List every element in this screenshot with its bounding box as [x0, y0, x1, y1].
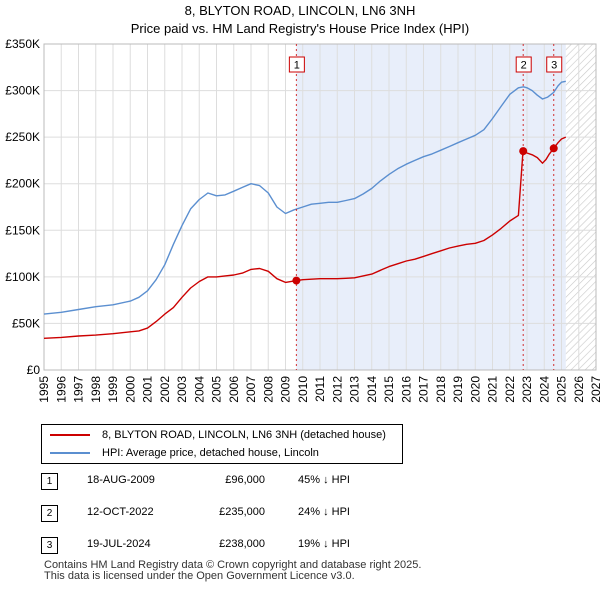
x-tick-label: 2006: [227, 376, 241, 403]
transaction-price: £238,000: [219, 538, 265, 550]
x-tick-label: 2019: [451, 376, 465, 403]
x-tick-label: 2000: [123, 376, 137, 403]
x-tick-label: 2014: [365, 376, 379, 403]
x-tick-label: 1996: [54, 376, 68, 403]
x-tick-label: 2010: [296, 376, 310, 403]
transaction-price: £235,000: [219, 506, 265, 518]
x-tick-label: 1999: [106, 376, 120, 403]
x-tick-label: 2002: [158, 376, 172, 403]
x-tick-label: 2007: [244, 376, 258, 403]
transaction-number: 2: [41, 505, 58, 522]
transaction-hpi-diff: 45% ↓ HPI: [298, 474, 350, 486]
x-tick-label: 2008: [261, 376, 275, 403]
transaction-label-box: [515, 56, 532, 73]
legend-swatch-hpi: [50, 452, 90, 454]
x-tick-label: 2012: [330, 376, 344, 403]
transaction-price: £96,000: [225, 474, 265, 486]
y-tick-label: £350K: [5, 37, 40, 51]
forecast-shade: [296, 44, 566, 370]
x-tick-label: 2025: [555, 376, 569, 403]
x-tick-label: 2015: [382, 376, 396, 403]
transaction-label-box: [288, 56, 305, 73]
legend-label-property: 8, BLYTON ROAD, LINCOLN, LN6 3NH (detach…: [102, 429, 386, 441]
transaction-date: 18-AUG-2009: [87, 474, 155, 486]
legend-item-hpi: HPI: Average price, detached house, Linc…: [50, 445, 319, 461]
y-tick-label: £0: [27, 363, 41, 377]
chart-subtitle: Price paid vs. HM Land Registry's House …: [130, 21, 470, 36]
hpi-line: [43, 80, 566, 315]
x-tick-label: 2017: [417, 376, 431, 403]
legend-swatch-property: [50, 434, 90, 436]
transaction-marker: [292, 276, 301, 285]
transaction-label-box: [546, 56, 563, 73]
x-tick-label: 2011: [313, 376, 327, 402]
x-tick-label: 2016: [399, 376, 413, 403]
transaction-date: 19-JUL-2024: [87, 538, 151, 550]
plot-border: [43, 43, 597, 371]
y-tick-label: £150K: [5, 223, 40, 237]
transaction-marker: [519, 147, 528, 156]
transaction-date: 12-OCT-2022: [87, 506, 154, 518]
y-tick-label: £300K: [5, 84, 40, 98]
x-tick-label: 1995: [37, 376, 51, 403]
legend-item-property: 8, BLYTON ROAD, LINCOLN, LN6 3NH (detach…: [50, 427, 386, 443]
transaction-label: 1: [294, 60, 300, 72]
footer: Contains HM Land Registry data © Crown c…: [44, 560, 421, 582]
y-tick-label: £250K: [5, 130, 40, 144]
chart-legend: 8, BLYTON ROAD, LINCOLN, LN6 3NH (detach…: [41, 424, 403, 464]
x-tick-label: 2024: [537, 376, 551, 403]
x-tick-label: 2004: [192, 376, 206, 403]
y-tick-label: £100K: [5, 270, 40, 284]
future-hatch: [565, 44, 596, 370]
table-row: 1 18-AUG-2009 £96,000 45% ↓ HPI: [41, 472, 541, 492]
x-tick-label: 2023: [520, 376, 534, 403]
transaction-marker: [549, 144, 558, 153]
y-tick-label: £200K: [5, 177, 40, 191]
legend-label-hpi: HPI: Average price, detached house, Linc…: [102, 447, 319, 459]
x-tick-label: 2018: [434, 376, 448, 403]
y-tick-label: £50K: [12, 316, 40, 330]
x-tick-label: 2026: [572, 376, 586, 403]
table-row: 2 12-OCT-2022 £235,000 24% ↓ HPI: [41, 504, 541, 524]
x-tick-label: 2009: [279, 376, 293, 403]
x-tick-label: 2001: [141, 376, 155, 403]
x-tick-label: 1998: [89, 376, 103, 403]
x-tick-label: 1997: [72, 376, 86, 403]
transaction-label: 2: [521, 60, 527, 72]
footer-copyright: Contains HM Land Registry data © Crown c…: [44, 559, 422, 571]
footer-licence: This data is licensed under the Open Gov…: [44, 570, 355, 582]
x-tick-label: 2027: [589, 376, 600, 403]
table-row: 3 19-JUL-2024 £238,000 19% ↓ HPI: [41, 536, 541, 556]
x-tick-label: 2003: [175, 376, 189, 403]
transaction-number: 1: [41, 473, 58, 490]
transaction-hpi-diff: 19% ↓ HPI: [298, 538, 350, 550]
transaction-hpi-diff: 24% ↓ HPI: [298, 506, 350, 518]
transaction-label: 3: [551, 60, 557, 72]
x-tick-label: 2005: [210, 376, 224, 403]
x-tick-label: 2021: [486, 376, 500, 403]
transaction-number: 3: [41, 537, 58, 554]
property-price-line: [43, 136, 567, 339]
x-tick-label: 2020: [468, 376, 482, 403]
price-chart: £0 £50K £100K £150K £200K £250K £300K £350K 1995…: [5, 37, 600, 403]
x-tick-label: 2022: [503, 376, 517, 403]
chart-title: 8, BLYTON ROAD, LINCOLN, LN6 3NH: [184, 3, 416, 18]
x-tick-label: 2013: [348, 376, 362, 403]
